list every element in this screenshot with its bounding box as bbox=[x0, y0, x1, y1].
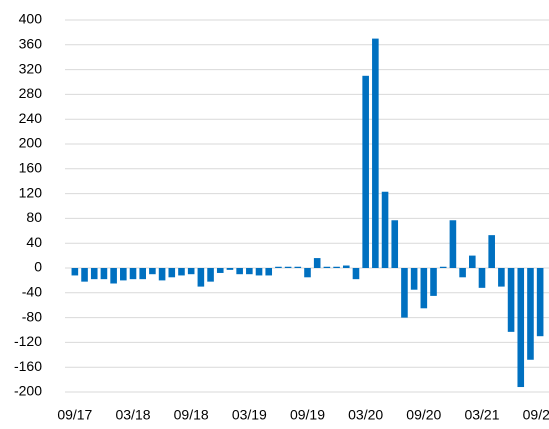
y-tick-label: 200 bbox=[19, 135, 43, 151]
bar bbox=[517, 268, 525, 388]
y-tick-label: 320 bbox=[19, 60, 43, 76]
bar bbox=[246, 268, 253, 275]
y-tick-label: 80 bbox=[26, 209, 42, 225]
bar bbox=[488, 235, 495, 268]
bar bbox=[265, 268, 273, 276]
bar bbox=[478, 268, 486, 288]
bar bbox=[90, 268, 98, 280]
y-tick-label: 400 bbox=[19, 11, 43, 27]
bar bbox=[430, 268, 437, 296]
x-tick-label: 03/21 bbox=[464, 407, 499, 423]
bar bbox=[498, 268, 505, 287]
bar bbox=[81, 268, 88, 282]
y-tick-label: 40 bbox=[26, 234, 42, 250]
bar bbox=[139, 268, 146, 280]
bar bbox=[420, 268, 428, 309]
bar bbox=[187, 268, 195, 275]
y-tick-label: 160 bbox=[19, 160, 43, 176]
bar bbox=[536, 268, 544, 337]
y-tick-label: -120 bbox=[14, 333, 42, 349]
bar bbox=[527, 268, 534, 360]
bar bbox=[207, 268, 214, 282]
bar bbox=[313, 258, 321, 268]
bar bbox=[178, 268, 185, 276]
bar bbox=[100, 268, 108, 280]
bar bbox=[449, 220, 457, 268]
bar bbox=[275, 266, 282, 268]
y-tick-label: 120 bbox=[19, 184, 43, 200]
bar bbox=[236, 268, 243, 275]
bar bbox=[459, 268, 466, 278]
bar bbox=[401, 268, 408, 318]
bar bbox=[197, 268, 205, 287]
bar bbox=[439, 266, 447, 268]
bar bbox=[149, 268, 156, 275]
bar bbox=[110, 268, 117, 284]
y-tick-label: 280 bbox=[19, 85, 43, 101]
y-tick-label: 360 bbox=[19, 36, 43, 52]
bar bbox=[507, 268, 515, 332]
bar bbox=[304, 268, 311, 278]
x-tick-label: 09/21 bbox=[523, 407, 549, 423]
bar bbox=[284, 266, 292, 268]
y-tick-label: -80 bbox=[22, 308, 42, 324]
bar bbox=[391, 220, 399, 268]
bar bbox=[469, 255, 476, 268]
bar bbox=[323, 266, 331, 268]
bar bbox=[71, 268, 79, 276]
bar bbox=[168, 268, 176, 278]
bar bbox=[333, 266, 340, 268]
bar bbox=[372, 38, 379, 268]
bar bbox=[362, 75, 369, 268]
y-tick-label: -40 bbox=[22, 284, 42, 300]
bar bbox=[216, 268, 224, 273]
x-tick-label: 09/18 bbox=[174, 407, 209, 423]
x-tick-label: 03/18 bbox=[115, 407, 150, 423]
y-tick-label: -200 bbox=[14, 383, 42, 399]
x-tick-label: 09/20 bbox=[406, 407, 441, 423]
x-tick-label: 09/17 bbox=[57, 407, 92, 423]
bar bbox=[352, 268, 360, 280]
y-tick-label: 0 bbox=[34, 259, 42, 275]
bar bbox=[129, 268, 137, 280]
bar bbox=[294, 266, 302, 268]
bar bbox=[381, 191, 389, 268]
bar bbox=[410, 268, 418, 290]
bar bbox=[255, 268, 263, 276]
x-tick-label: 03/20 bbox=[348, 407, 383, 423]
bar bbox=[120, 268, 127, 281]
x-tick-label: 03/19 bbox=[232, 407, 267, 423]
y-tick-label: -160 bbox=[14, 358, 42, 374]
bar bbox=[226, 268, 234, 270]
bar bbox=[342, 265, 350, 268]
y-tick-label: 240 bbox=[19, 110, 43, 126]
x-tick-label: 09/19 bbox=[290, 407, 325, 423]
bar bbox=[158, 268, 166, 281]
